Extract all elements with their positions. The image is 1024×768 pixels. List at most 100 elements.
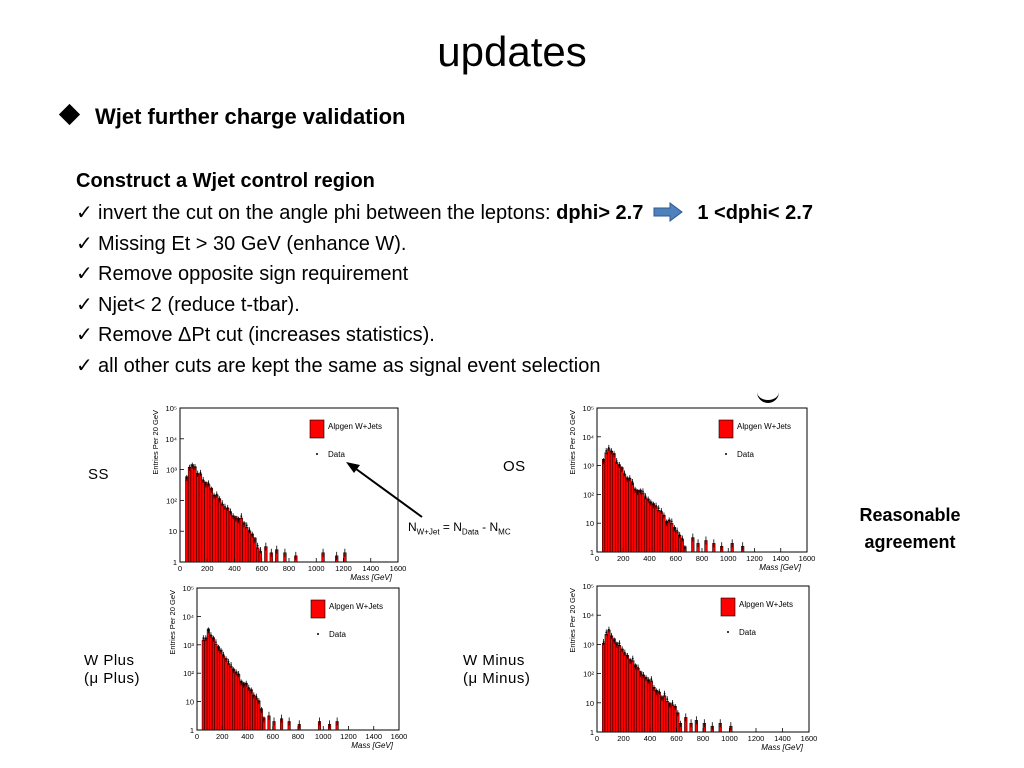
- mc-bar: [667, 519, 671, 553]
- label-line: W Minus: [463, 652, 525, 669]
- mc-bar: [652, 686, 656, 733]
- data-point: [255, 695, 258, 698]
- data-point: [657, 507, 660, 510]
- y-tick-label: 1: [590, 728, 594, 737]
- data-point: [668, 704, 671, 706]
- label-wplus: W Plus (μ Plus): [84, 652, 140, 688]
- mc-bar: [623, 653, 627, 733]
- data-point: [224, 505, 226, 508]
- data-point: [237, 518, 240, 521]
- mc-bar: [204, 637, 208, 731]
- mc-bar: [236, 517, 241, 563]
- data-point: [626, 477, 629, 480]
- x-tick-label: 1600: [390, 564, 406, 573]
- formula-part: MC: [498, 527, 511, 537]
- data-point: [218, 498, 221, 501]
- data-point: [185, 477, 188, 479]
- y-tick-label: 10²: [166, 496, 177, 505]
- data-point: [226, 507, 229, 509]
- data-point: [613, 453, 615, 455]
- x-tick-label: 1200: [748, 734, 765, 743]
- mc-bar: [237, 674, 241, 731]
- data-point: [215, 493, 218, 496]
- y-tick-label: 1: [173, 558, 177, 567]
- mc-bar: [607, 448, 611, 553]
- data-point: [671, 702, 674, 704]
- data-point: [215, 641, 217, 644]
- data-point: [644, 495, 647, 498]
- x-tick-label: 800: [697, 734, 710, 743]
- note-line: agreement: [864, 532, 956, 552]
- legend-label-mc: Alpgen W+Jets: [739, 600, 793, 609]
- data-point: [230, 664, 232, 666]
- data-point: [681, 537, 684, 540]
- mc-bar: [209, 487, 213, 563]
- legend-marker-data: [317, 633, 319, 635]
- data-point: [636, 491, 639, 494]
- y-tick-label: 10⁴: [582, 611, 594, 620]
- nwjet-formula: NW+Jet = NData - NMC: [408, 520, 511, 536]
- data-point: [256, 544, 259, 547]
- mc-bar: [206, 628, 210, 731]
- data-point: [225, 658, 227, 661]
- mc-bar: [620, 467, 624, 553]
- mc-bar: [644, 676, 648, 733]
- data-point: [202, 479, 205, 481]
- mc-bar: [641, 674, 645, 733]
- mc-bar: [657, 691, 661, 733]
- mc-bar: [234, 516, 238, 563]
- mc-bar: [620, 648, 624, 733]
- mc-bar: [636, 667, 640, 733]
- mc-bar: [633, 488, 637, 553]
- x-tick-label: 200: [617, 554, 630, 563]
- data-point: [217, 647, 220, 649]
- data-point: [647, 498, 650, 501]
- data-point: [204, 637, 207, 640]
- y-tick-label: 1: [590, 548, 594, 557]
- data-point: [251, 533, 254, 536]
- data-point: [637, 666, 639, 669]
- checkmark-icon: ✓: [76, 324, 93, 346]
- legend-label-data: Data: [328, 450, 345, 459]
- data-point: [199, 471, 202, 474]
- mc-bar: [636, 489, 640, 553]
- y-tick-label: 10: [186, 698, 194, 707]
- y-tick-label: 10³: [183, 641, 194, 650]
- data-point: [623, 651, 626, 654]
- y-tick-label: 10: [586, 699, 594, 708]
- x-tick-label: 1400: [772, 554, 789, 563]
- data-point: [207, 629, 210, 632]
- mc-bar: [612, 638, 616, 733]
- mc-bar: [649, 501, 653, 553]
- data-point: [247, 686, 250, 689]
- data-point: [605, 631, 608, 634]
- data-point: [252, 694, 255, 697]
- mc-bar: [604, 633, 608, 733]
- y-tick-label: 10³: [583, 462, 594, 471]
- y-axis-title: Entries Per 20 GeV: [151, 410, 160, 475]
- y-axis-title: Entries Per 20 GeV: [168, 590, 177, 655]
- y-tick-label: 10²: [583, 670, 594, 679]
- data-point: [679, 722, 682, 725]
- mc-bar: [655, 689, 659, 733]
- data-point: [621, 468, 623, 470]
- label-line: (μ Plus): [84, 670, 140, 687]
- mc-bar: [247, 687, 251, 731]
- mc-bar: [641, 492, 645, 553]
- mc-bar: [196, 473, 200, 563]
- data-point: [666, 698, 669, 701]
- mc-bar: [228, 511, 233, 563]
- data-point: [655, 504, 657, 507]
- legend-label-mc: Alpgen W+Jets: [737, 422, 791, 431]
- data-point: [202, 637, 205, 640]
- x-axis-title: Mass [GeV]: [351, 741, 394, 750]
- legend-swatch-mc: [309, 419, 325, 439]
- agreement-note: Reasonable agreement: [840, 502, 980, 556]
- histogram-wminus: 0 200 400 600 800 1000 1200 1400 1600 1 10 10² 10³ 10…: [568, 582, 817, 752]
- mc-bar: [644, 497, 648, 553]
- mc-bar: [254, 697, 258, 731]
- histogram-wplus: 0 200 400 600 800 1000 1200 1400 1600 1 10 10² 10³ 10…: [168, 584, 407, 750]
- checkmark-icon: ✓: [76, 354, 93, 377]
- data-point: [194, 466, 196, 468]
- data-point: [234, 517, 237, 520]
